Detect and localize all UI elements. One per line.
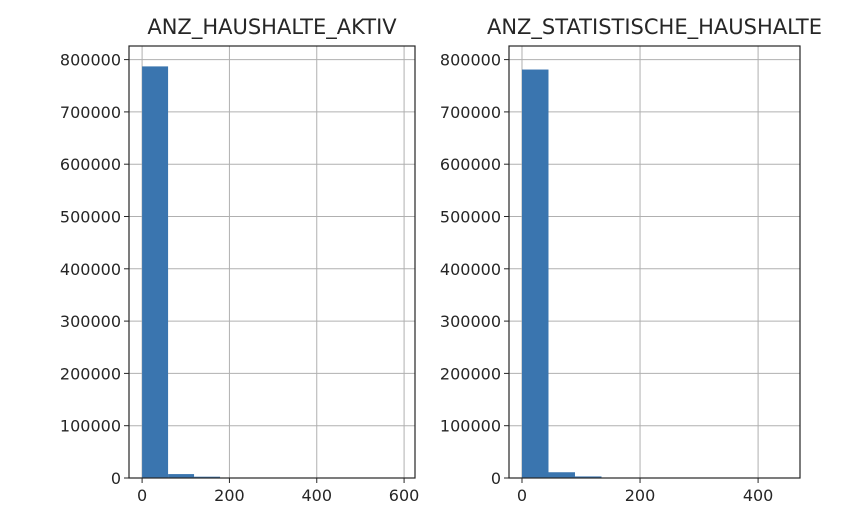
y-ticks: 0 100000 200000 300000 400000 500000 600000 700… (60, 51, 129, 488)
histogram-bar (521, 69, 549, 479)
x-ticks: 0 200 400 600 (137, 478, 419, 505)
y-tick-label: 200000 (440, 364, 501, 383)
y-tick-label: 700000 (60, 103, 121, 122)
x-tick-label: 200 (214, 486, 245, 505)
bars (521, 69, 788, 479)
y-tick-label: 200000 (60, 364, 121, 383)
x-tick-label: 400 (301, 486, 332, 505)
chart-title: ANZ_STATISTISCHE_HAUSHALTE (487, 15, 822, 40)
y-tick-label: 700000 (440, 103, 501, 122)
x-tick-label: 200 (625, 486, 656, 505)
y-tick-label: 500000 (440, 207, 501, 226)
histogram-bar (194, 476, 221, 478)
x-tick-label: 0 (137, 486, 147, 505)
y-tick-label: 300000 (60, 312, 121, 331)
x-tick-label: 400 (743, 486, 774, 505)
axes-frame (508, 45, 801, 479)
y-tick-label: 0 (111, 469, 121, 488)
bars (142, 66, 402, 478)
gridlines (129, 46, 415, 479)
x-ticks: 0 200 400 (517, 478, 773, 505)
histogram-bar (168, 474, 195, 478)
histogram-bar (574, 476, 602, 478)
histogram-anz-haushalte-aktiv: ANZ_HAUSHALTE_AKTIV 0 200 400 600 0 100000 20… (60, 15, 419, 505)
y-tick-label: 300000 (440, 312, 501, 331)
y-tick-label: 600000 (60, 155, 121, 174)
gridlines (509, 46, 800, 479)
axes-frame (128, 45, 416, 479)
y-tick-label: 0 (491, 469, 501, 488)
y-tick-label: 100000 (60, 417, 121, 436)
histogram-bar (548, 472, 575, 478)
histogram-anz-statistische-haushalte: ANZ_STATISTISCHE_HAUSHALTE 0 200 400 0 1000… (440, 15, 822, 505)
y-tick-label: 500000 (60, 207, 121, 226)
y-tick-label: 400000 (60, 260, 121, 279)
y-tick-label: 800000 (60, 51, 121, 70)
histogram-bar (142, 66, 169, 478)
y-tick-label: 100000 (440, 417, 501, 436)
y-tick-label: 600000 (440, 155, 501, 174)
y-tick-label: 400000 (440, 260, 501, 279)
y-tick-label: 800000 (440, 51, 501, 70)
chart-title: ANZ_HAUSHALTE_AKTIV (147, 15, 397, 40)
y-ticks: 0 100000 200000 300000 400000 500000 600000 700… (440, 51, 509, 488)
x-tick-label: 0 (517, 486, 527, 505)
x-tick-label: 600 (389, 486, 420, 505)
